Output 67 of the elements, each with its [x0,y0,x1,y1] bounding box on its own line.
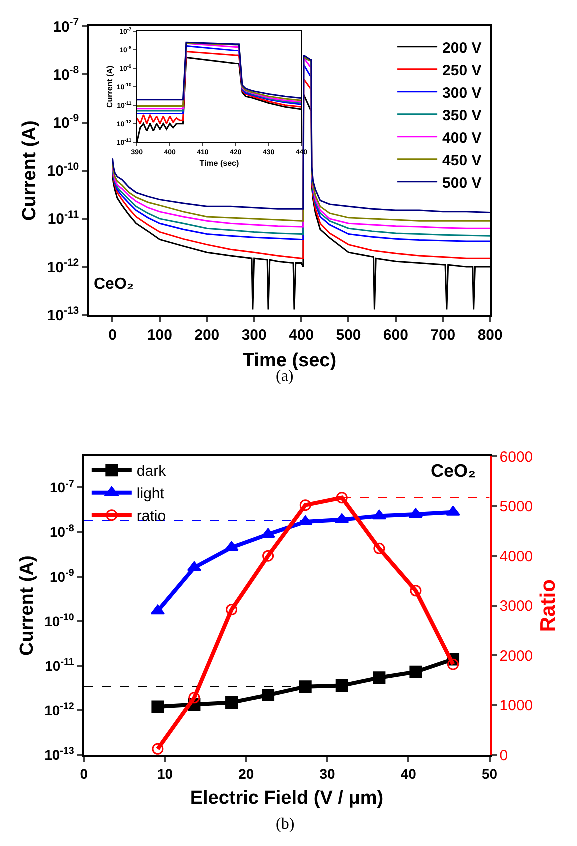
y-tick-label: 10$^{-8}$ [53,64,80,84]
y-tick-label: 10$^{-7}$ [53,16,80,36]
y-axis-title: Current (A) [16,556,38,656]
y2-tick-label: 2000 [500,648,534,665]
point [150,604,166,615]
legend-label: 400 V [442,130,482,147]
legend-label: 250 V [442,62,482,80]
annotation: CeO₂ [94,276,134,293]
x-tick-label: 50 [482,766,498,782]
y-tick-label: 10$^{-7}$ [50,478,75,496]
y-tick-label: 10$^{-11}$ [45,657,75,674]
x-tick-label: 300 [242,327,267,344]
y-tick-label: 10$^{-11}$ [48,208,80,228]
y2-tick-label: 6000 [500,448,534,466]
y-tick-label: 10$^{-12}$ [44,702,75,718]
y-tick-label: 10$^{-12}$ [47,257,80,276]
x-axis-title: Electric Field (V / μm) [190,788,384,810]
x-tick-label: 10 [157,766,174,782]
y-tick-label: 10$^{-10}$ [44,612,75,630]
point [410,666,422,678]
point [152,700,164,714]
y-tick-label: 10$^{-10}$ [47,160,80,180]
point [372,510,387,520]
point [298,516,313,526]
legend-label: 500 V [442,174,482,192]
x-tick-label: 200 [194,327,220,344]
annotation: CeO₂ [431,461,476,481]
y-tick-label: 10$^{-9}$ [50,568,75,585]
point [226,696,238,709]
x-tick-label: 0 [108,327,117,344]
y-tick-label: 10$^{-13}$ [44,746,75,764]
legend-label: dark [136,463,167,480]
x-axis-title: Time (sec) [200,158,240,168]
point [373,672,386,684]
y-tick-label: 10$^{-13}$ [47,305,80,324]
point [262,689,275,702]
y2-tick-label: 5000 [500,498,534,516]
point [299,680,312,694]
y-axis-title: Current (A) [20,120,41,221]
y2-tick-label: 3000 [500,598,534,616]
x-tick-label: 600 [383,327,408,344]
line-series [137,51,302,125]
x-tick-label: 40 [400,766,417,782]
x-tick-label: 800 [478,327,503,344]
y-axis-title: Current (A) [106,65,115,108]
y2-axis-title: Ratio [536,580,560,632]
y-tick-label: 10$^{-9}$ [53,112,80,132]
x-tick-label: 0 [80,766,88,782]
point [261,528,276,538]
point [336,680,348,692]
y2-tick-label: 0 [500,747,508,764]
x-tick-label: 20 [238,766,254,782]
x-tick-label: 100 [147,327,172,344]
legend-label: light [136,486,166,503]
legend-label: 450 V [442,152,482,170]
point [408,508,424,518]
y2-tick-label: 4000 [500,548,534,566]
y-tick-label: 10$^{-8}$ [50,523,75,540]
legend-label: 200 V [442,40,482,57]
x-tick-label: 400 [289,327,314,344]
y2-tick-label: 1000 [500,698,534,715]
x-tick-label: 500 [336,327,362,344]
legend-label: 300 V [442,84,482,102]
text: (b) [276,816,295,833]
legend-label: 350 V [442,107,482,124]
x-tick-label: 700 [430,327,456,344]
x-tick-label: 30 [320,766,336,782]
